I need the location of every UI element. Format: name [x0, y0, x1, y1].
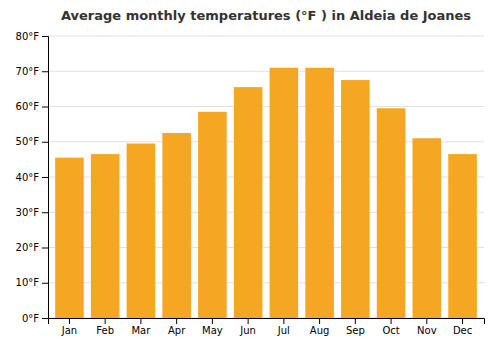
y-tick: 30°F — [16, 207, 48, 218]
bars — [55, 68, 477, 318]
plot: 0°F 10°F 20°F 30°F 40°F 50°F 60°F 70°F 80°F Jan Fe… — [16, 31, 485, 336]
x-tick-mark — [391, 318, 392, 324]
y-tick: 60°F — [16, 101, 48, 112]
x-axis-line — [49, 319, 485, 325]
grid — [48, 36, 484, 318]
x-tick: May — [202, 318, 223, 336]
bar — [270, 68, 299, 318]
y-tick-mark — [42, 177, 48, 178]
y-tick-label: 20°F — [16, 242, 40, 253]
x-tick-label: Oct — [382, 325, 399, 336]
x-tick-mark — [140, 318, 141, 324]
chart-container: 0°F 10°F 20°F 30°F 40°F 50°F 60°F 70°F 80°F Jan Fe… — [0, 0, 500, 350]
x-tick-label: Dec — [453, 325, 472, 336]
x-tick-label: May — [202, 325, 223, 336]
x-tick-label: Nov — [417, 325, 437, 336]
y-tick-mark — [42, 71, 48, 72]
grid-line — [48, 106, 484, 107]
grid-line — [48, 71, 484, 72]
x-tick: Nov — [417, 318, 437, 336]
y-tick: 50°F — [16, 136, 48, 147]
x-tick-mark — [176, 318, 177, 324]
y-tick-label: 40°F — [16, 172, 40, 183]
bar — [448, 154, 477, 318]
x-tick: Feb — [96, 318, 114, 336]
y-tick-mark — [42, 212, 48, 213]
y-tick-mark — [42, 248, 48, 249]
y-tick-mark — [42, 142, 48, 143]
x-tick-mark — [319, 318, 320, 324]
chart-svg: 0°F 10°F 20°F 30°F 40°F 50°F 60°F 70°F 80°F Jan Fe… — [0, 0, 500, 350]
y-tick-label: 60°F — [16, 101, 40, 112]
y-tick-label: 80°F — [16, 31, 40, 42]
x-tick-mark — [212, 318, 213, 324]
x-tick-mark — [248, 318, 249, 324]
x-tick-mark — [105, 318, 106, 324]
x-tick-label: Sep — [346, 325, 365, 336]
x-tick-mark — [69, 318, 70, 324]
x-tick-label: Jul — [277, 325, 290, 336]
y-tick-mark — [42, 318, 48, 319]
y-tick-label: 10°F — [16, 277, 40, 288]
y-tick: 0°F — [22, 313, 48, 324]
x-tick-label: Jan — [61, 325, 77, 336]
x-tick-mark — [462, 318, 463, 324]
y-tick: 40°F — [16, 172, 48, 183]
x-tick-label: Apr — [168, 325, 186, 336]
x-tick: Apr — [168, 318, 186, 336]
x-tick: Oct — [382, 318, 399, 336]
bar — [198, 112, 227, 318]
bar — [127, 144, 156, 318]
bar — [341, 80, 370, 318]
x-tick: Jul — [277, 318, 290, 336]
x-tick-mark — [355, 318, 356, 324]
y-tick-mark — [42, 36, 48, 37]
y-tick-label: 0°F — [22, 313, 39, 324]
y-tick: 80°F — [16, 31, 48, 42]
x-tick: Dec — [453, 318, 472, 336]
x-tick-label: Jun — [239, 325, 256, 336]
y-tick: 70°F — [16, 66, 48, 77]
x-axis: Jan Feb Mar Apr May Jun Jul Aug Sep Oct Nov Dec — [49, 318, 485, 336]
grid-line — [48, 36, 484, 37]
x-tick-mark — [426, 318, 427, 324]
bar — [234, 87, 263, 318]
x-tick-label: Feb — [96, 325, 114, 336]
y-axis-line — [42, 37, 49, 319]
bar — [377, 108, 406, 318]
y-tick-label: 50°F — [16, 136, 40, 147]
x-tick: Jan — [61, 318, 77, 336]
x-tick: Jun — [239, 318, 256, 336]
x-tick: Mar — [131, 318, 151, 336]
bar — [91, 154, 120, 318]
y-tick-label: 30°F — [16, 207, 40, 218]
bar — [413, 138, 442, 318]
y-tick-mark — [42, 283, 48, 284]
bar — [162, 133, 191, 318]
bar — [305, 68, 334, 318]
x-tick-label: Mar — [131, 325, 151, 336]
y-tick-label: 70°F — [16, 66, 40, 77]
y-tick: 10°F — [16, 277, 48, 288]
bar — [55, 158, 84, 318]
x-tick: Aug — [310, 318, 330, 336]
title: Average monthly temperatures (°F ) in Al… — [61, 8, 471, 23]
y-tick: 20°F — [16, 242, 48, 253]
x-tick-mark — [283, 318, 284, 324]
y-axis: 0°F 10°F 20°F 30°F 40°F 50°F 60°F 70°F 80°F — [16, 31, 49, 324]
y-tick-mark — [42, 107, 48, 108]
x-tick: Sep — [346, 318, 365, 336]
x-tick-label: Aug — [310, 325, 330, 336]
